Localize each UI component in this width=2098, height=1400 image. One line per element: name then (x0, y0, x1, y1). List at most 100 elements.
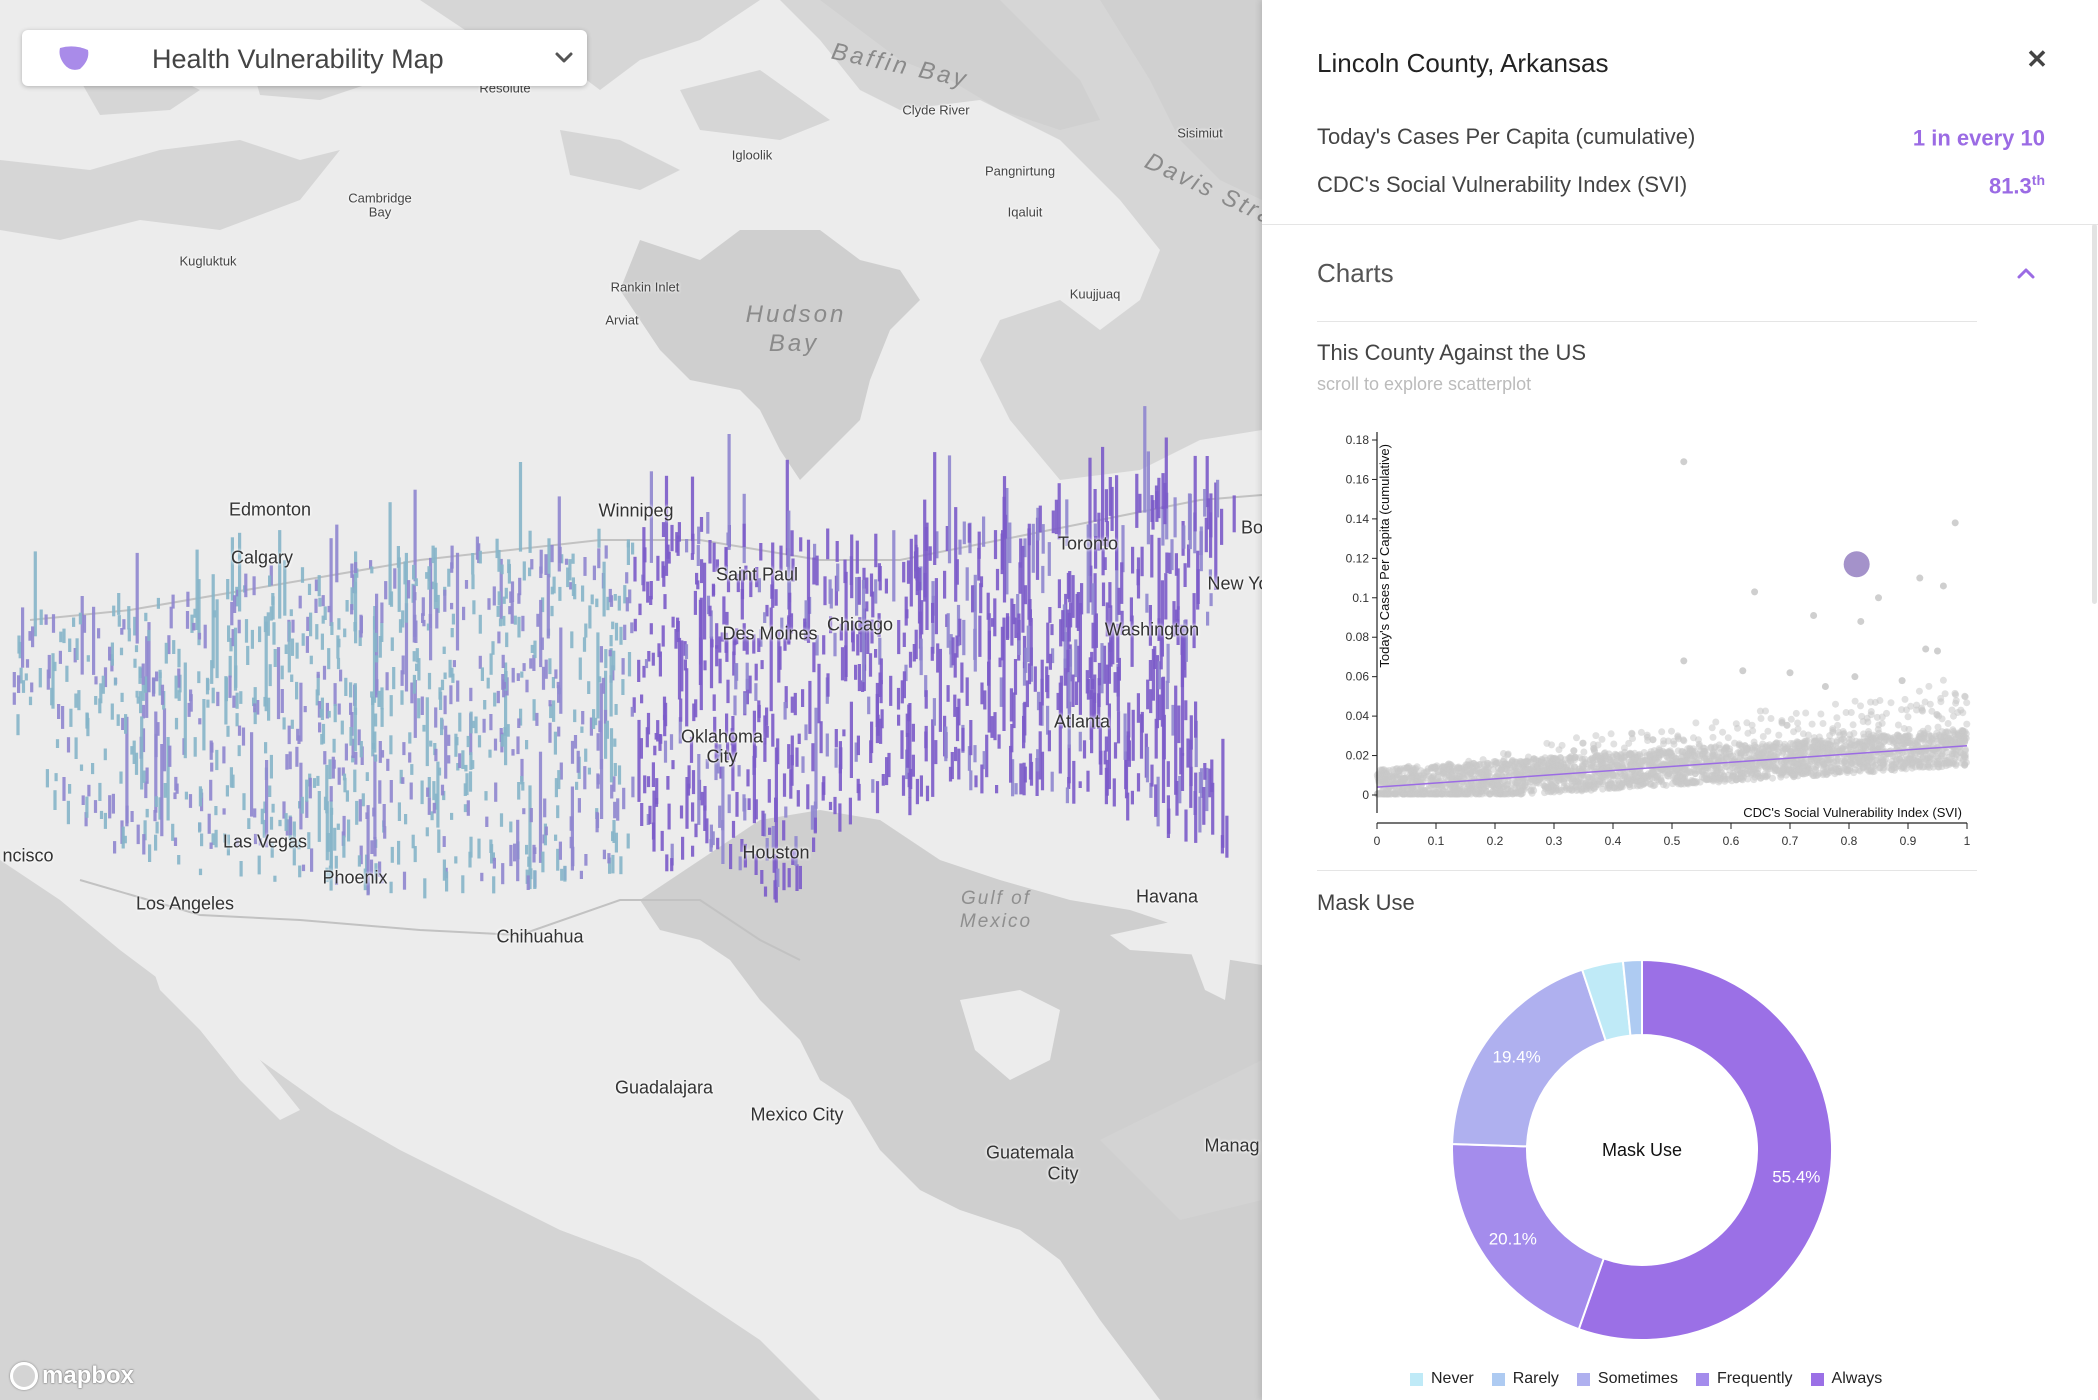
map-bar (1093, 523, 1097, 537)
mapbox-logo[interactable]: mapbox (10, 1362, 134, 1390)
scatter-point (1644, 737, 1652, 744)
map-bar (1164, 573, 1168, 620)
map-bar (480, 667, 484, 681)
map-bar (592, 709, 596, 729)
donut-slice-rarely[interactable] (1621, 958, 1643, 1037)
map-bar (163, 783, 167, 798)
panel-scrollbar[interactable] (2092, 224, 2097, 604)
map-bar (782, 862, 786, 891)
map-bar (519, 708, 523, 726)
map-bar (1061, 610, 1065, 642)
map[interactable]: Resolute Baffin Bay Clyde River Sisimiut Igl… (0, 0, 1262, 1400)
scatter-point (1573, 734, 1580, 742)
map-bar (1038, 701, 1042, 726)
map-bar (580, 726, 584, 733)
map-bar (602, 561, 606, 617)
layer-select-dropdown[interactable]: Health Vulnerability Map (22, 30, 587, 86)
map-bar (914, 629, 918, 660)
map-bar (1041, 565, 1045, 594)
scatterplot[interactable]: 00.020.040.060.080.10.120.140.160.180 0.1… (1317, 420, 1977, 860)
map-bar (773, 880, 777, 900)
map-bar (1174, 685, 1178, 795)
mask-use-donut-chart[interactable]: 55.4%20.1%19.4% Mask Use (1442, 950, 1842, 1350)
map-bar (1058, 682, 1062, 774)
map-bar (1005, 488, 1009, 595)
map-bar (651, 652, 655, 666)
map-bar (1012, 604, 1016, 625)
map-bar (442, 646, 446, 654)
scatter-point (1801, 750, 1809, 757)
map-bar (787, 868, 791, 888)
mask-use-legend: Never Rarely Sometimes Frequently Always (1410, 1370, 1882, 1388)
map-label: Saint Paul (715, 564, 799, 585)
legend-item-always: Always (1810, 1370, 1882, 1388)
map-bar (1126, 792, 1130, 821)
scatter-point (1734, 724, 1741, 732)
map-bar (678, 717, 682, 744)
map-bar (349, 727, 353, 746)
map-bar (298, 865, 302, 878)
map-bar (1113, 742, 1118, 759)
map-bar (774, 855, 778, 887)
map-bar (357, 855, 361, 867)
map-bar (834, 748, 838, 768)
map-bar (965, 677, 969, 706)
map-bar (425, 572, 429, 579)
map-bar (222, 808, 226, 815)
map-bar (410, 682, 414, 704)
scatter-point (1628, 729, 1636, 737)
map-bar (355, 800, 359, 825)
map-bar (623, 624, 627, 640)
map-bar (982, 516, 986, 547)
highlighted-county-point[interactable] (1843, 551, 1870, 578)
scatter-point (1626, 750, 1634, 758)
map-bar (160, 744, 164, 837)
map-bar (653, 745, 657, 756)
scatter-point (1609, 771, 1617, 779)
map-bar (502, 596, 506, 604)
map-bar (617, 765, 622, 785)
map-bar (732, 651, 736, 676)
scatter-point (1896, 755, 1903, 763)
map-bar (540, 637, 544, 650)
donut-slice-sometimes[interactable] (1451, 968, 1608, 1148)
scatter-point (1849, 721, 1857, 729)
map-bar (1080, 583, 1084, 615)
close-button[interactable]: ✕ (2026, 44, 2048, 74)
scatter-point (1687, 768, 1695, 776)
scatter-point (1674, 733, 1682, 741)
scatter-point (1800, 739, 1808, 747)
map-bar (290, 638, 295, 656)
map-bar (325, 702, 329, 719)
scatter-point (1432, 764, 1440, 771)
map-bar (382, 804, 386, 827)
map-bar (297, 735, 301, 744)
map-bar (263, 616, 267, 633)
map-bar (1099, 750, 1103, 775)
map-bar (359, 845, 363, 865)
scatter-point (1409, 766, 1417, 774)
map-bar (498, 618, 503, 627)
scatter-point (1619, 775, 1627, 783)
chevron-up-icon[interactable] (2014, 262, 2038, 286)
map-bar (322, 665, 327, 680)
map-bar (908, 703, 912, 798)
map-bar (1089, 565, 1093, 603)
map-bar (780, 617, 784, 633)
map-bar (958, 539, 962, 555)
map-bar (944, 726, 948, 762)
scatter-point (1665, 754, 1673, 762)
map-bar (1221, 738, 1225, 848)
map-bar (583, 557, 587, 576)
map-bar (99, 683, 103, 704)
map-bar (661, 522, 666, 537)
map-bar (426, 787, 430, 797)
map-bar (1102, 645, 1107, 684)
map-bar (271, 596, 275, 620)
chevron-down-icon[interactable] (551, 45, 577, 71)
donut-slice-always[interactable] (1577, 958, 1833, 1341)
map-bar (121, 826, 125, 849)
map-bar (569, 816, 573, 831)
map-bar (1206, 611, 1210, 626)
scatter-point (1459, 771, 1467, 779)
